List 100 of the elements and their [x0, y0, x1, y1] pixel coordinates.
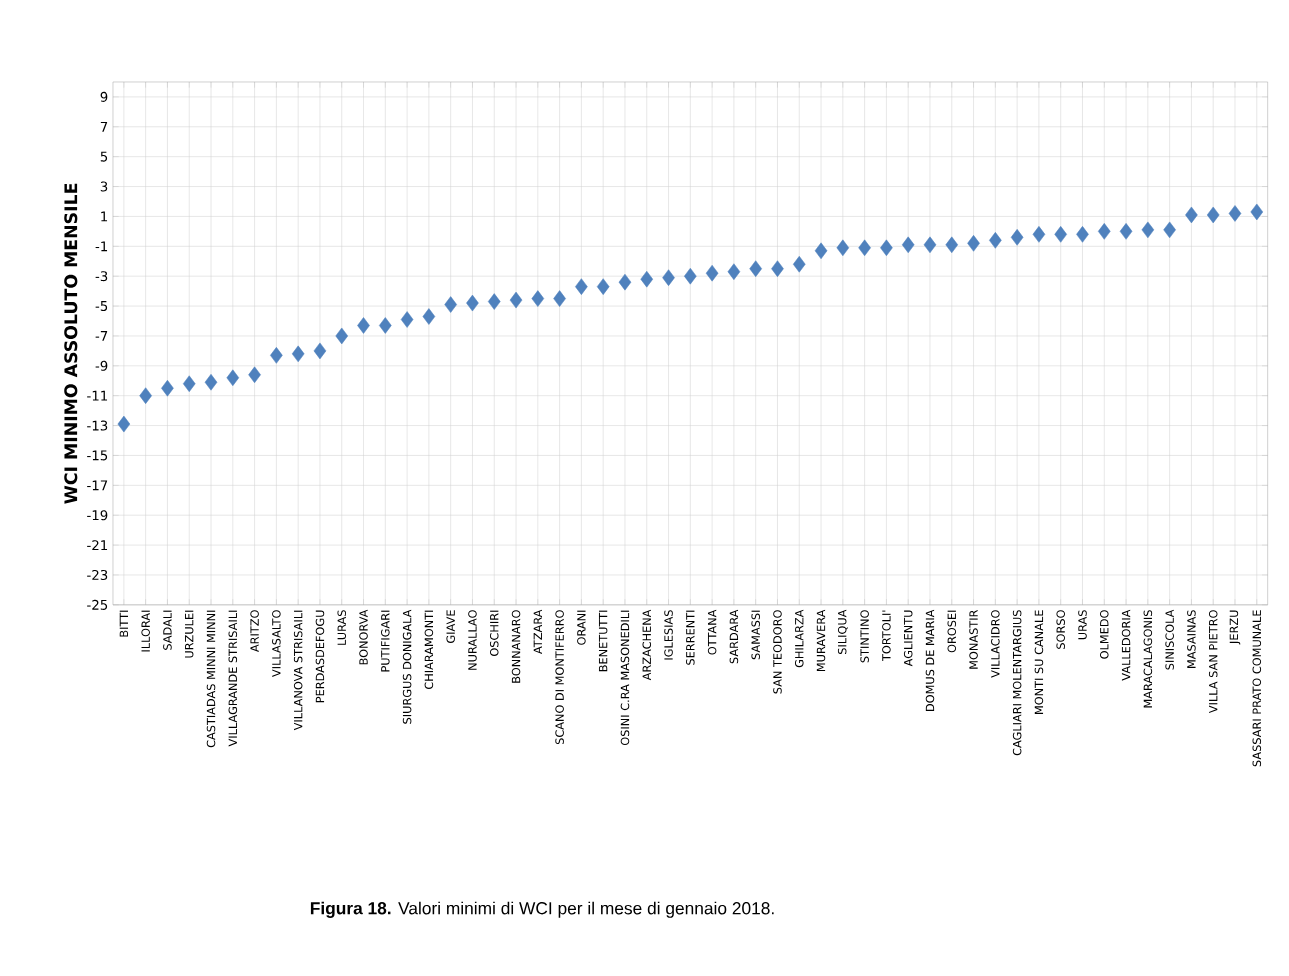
y-tick-label: -7	[95, 331, 108, 341]
y-tick-label: -25	[87, 599, 108, 611]
x-tick-label: MURAVERA	[816, 609, 826, 672]
point	[204, 374, 218, 391]
point	[357, 317, 370, 334]
x-tick-label: SILIQUA	[837, 609, 848, 655]
x-tick-label: SERRENTI	[686, 610, 695, 665]
x-tick-label: URAS	[1078, 610, 1087, 640]
x-tick-label: VILLACIDRO	[991, 610, 1000, 678]
x-tick-label: MONASTIR	[969, 610, 978, 669]
x-tick-label: OSCHIRI	[489, 610, 499, 657]
y-tick-label: 1	[101, 211, 108, 222]
point	[1032, 226, 1046, 243]
y-tick-label: 7	[100, 122, 108, 132]
x-tick-label: ARZACHENA	[642, 609, 652, 681]
x-tick-label: SIURGUS DONIGALA	[402, 609, 412, 724]
point	[923, 236, 937, 254]
x-tick-label: CHIARAMONTI	[424, 610, 434, 690]
point	[466, 294, 479, 312]
x-tick-label: TORTOLI'	[882, 610, 891, 662]
point	[575, 278, 588, 296]
point	[1141, 221, 1155, 239]
point	[248, 366, 261, 384]
y-tick-label: 3	[100, 181, 108, 192]
point	[270, 347, 283, 364]
x-tick-label: MARACALAGONIS	[1143, 610, 1153, 708]
y-tick-label: -5	[95, 301, 108, 312]
point	[335, 327, 349, 345]
point	[1250, 203, 1264, 221]
x-tick-label: MONTI SU CANALE	[1034, 610, 1044, 715]
x-tick-label: SAMASSI	[751, 610, 760, 660]
x-tick-label: BITTI	[119, 610, 128, 637]
point	[596, 278, 610, 296]
x-tick-label: OLMEDO	[1100, 610, 1109, 659]
y-tick-label: -19	[87, 510, 108, 521]
y-tick-label: -1	[95, 241, 108, 252]
x-tick-label: ILLORAI	[141, 610, 150, 652]
point	[1228, 205, 1242, 222]
point	[749, 260, 762, 278]
x-tick-label: GHILARZA	[794, 609, 804, 668]
point	[1206, 206, 1220, 224]
point	[291, 345, 305, 363]
y-tick-label: -3	[95, 271, 108, 282]
point	[422, 308, 436, 325]
point	[487, 293, 501, 310]
point	[858, 239, 871, 257]
y-tick-label: 5	[100, 151, 108, 162]
point	[1010, 229, 1024, 246]
point	[618, 274, 632, 291]
text: Figura 18. Valori minimi di WCI per il mese di gennaio 2018.	[310, 901, 774, 919]
x-tick-label: PUTIFIGARI	[381, 610, 390, 672]
point	[161, 380, 174, 397]
point	[400, 311, 414, 328]
x-tick-label: VILLASALTO	[272, 610, 281, 678]
x-tick-label: SASSARI PRATO COMUNALE	[1252, 610, 1262, 767]
x-tick-label: IGLESIAS	[664, 610, 673, 660]
y-tick-label: -17	[87, 480, 108, 491]
y-tick-label: 9	[100, 91, 108, 103]
y-tick-label: -9	[95, 360, 108, 371]
point	[182, 375, 196, 393]
y-tick-label: -21	[87, 540, 108, 551]
x-tick-label: SAN TEODORO	[773, 610, 782, 694]
point	[814, 242, 828, 260]
point	[771, 260, 784, 278]
y-axis-title: WCI MINIMO ASSOLUTO MENSILE	[64, 183, 78, 504]
point	[662, 269, 675, 287]
point	[139, 387, 152, 405]
point	[1054, 226, 1067, 243]
point	[989, 232, 1002, 249]
point	[444, 296, 457, 313]
x-tick-label: PERDASDEFOGU	[315, 610, 325, 703]
x-tick-label: AGLIENTU	[903, 610, 913, 667]
point	[553, 290, 566, 307]
point	[880, 239, 893, 257]
x-tick-label: CAGLIARI MOLENTARGIUS	[1012, 610, 1022, 756]
x-tick-label: DOMUS DE MARIA	[925, 609, 935, 712]
point	[1185, 206, 1198, 224]
y-tick-label: -11	[87, 390, 108, 401]
x-tick-label: ARITZO	[250, 610, 259, 653]
x-tick-label: VILLANOVA STRISAILI	[293, 610, 303, 731]
x-tick-label: ATZARA	[533, 609, 542, 655]
y-tick-label: -13	[87, 420, 108, 431]
x-tick-label: OROSEI	[947, 610, 957, 653]
x-tick-label: JERZU	[1229, 610, 1241, 645]
x-tick-label: SINISCOLA	[1165, 609, 1174, 670]
x-tick-label: LURAS	[337, 610, 347, 645]
x-tick-label: OTTANA	[707, 609, 717, 655]
y-tick-label: -15	[87, 450, 108, 461]
x-tick-label: SORSO	[1056, 610, 1065, 650]
x-tick-label: SADALI	[163, 610, 172, 651]
point	[901, 236, 915, 254]
x-tick-label: URZULEI	[185, 610, 194, 658]
x-tick-label: SCANO DI MONTIFERRO	[555, 610, 564, 745]
x-tick-label: NURALLAO	[468, 610, 477, 670]
x-tick-label: OSINI C.RA MASONEDILI	[620, 610, 630, 746]
x-tick-label: BENETUTTI	[598, 610, 608, 672]
x-tick-label: VILLAGRANDE STRISAILI	[228, 610, 238, 747]
point	[226, 369, 240, 387]
point	[1076, 226, 1089, 243]
x-tick-label: STINTINO	[860, 610, 869, 663]
